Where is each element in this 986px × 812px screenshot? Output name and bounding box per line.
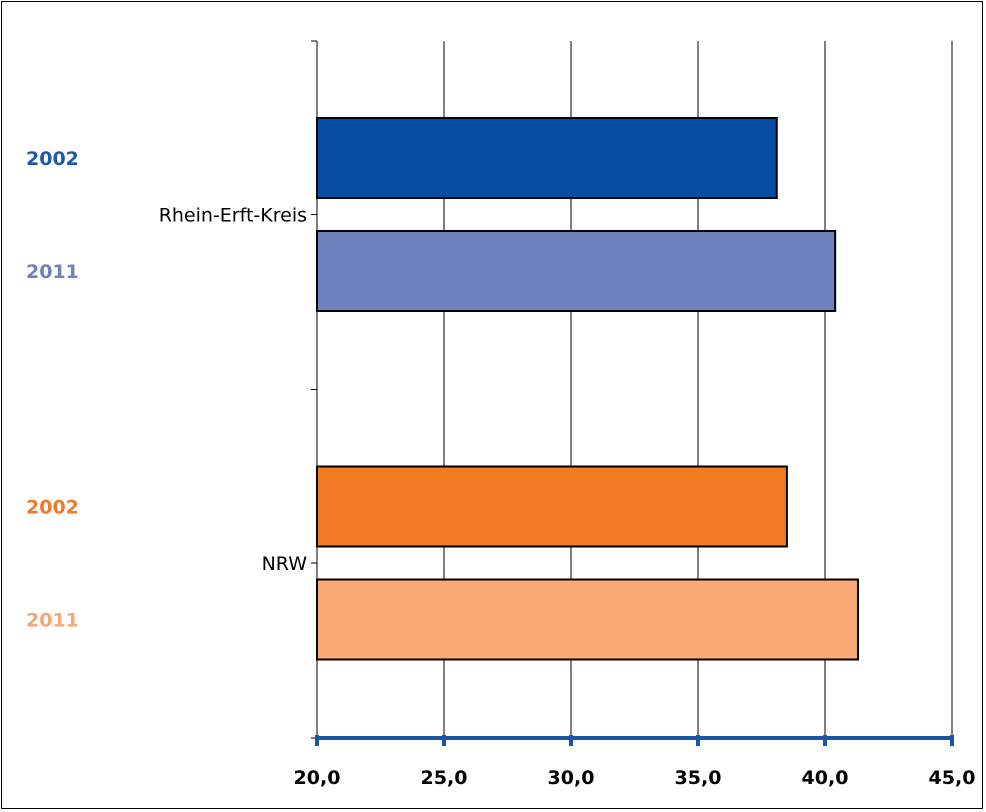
bar-year-label: 2002 bbox=[26, 497, 79, 519]
x-tick-label: 30,0 bbox=[548, 767, 595, 789]
bar-year-label: 2011 bbox=[26, 261, 79, 283]
bar-year-label: 2002 bbox=[26, 148, 79, 170]
category-label: Rhein-Erft-Kreis bbox=[159, 205, 307, 227]
x-tick-label: 25,0 bbox=[421, 767, 468, 789]
bar-nrw-2011 bbox=[316, 578, 860, 661]
labels: 2002 2011 Rhein-Erft-Kreis 2002 2011 NRW 20,0 2… bbox=[26, 148, 975, 789]
bars bbox=[316, 117, 860, 661]
bar-rhein-erft-kreis-2002 bbox=[316, 117, 778, 199]
bar-year-label: 2011 bbox=[26, 610, 79, 632]
category-label: NRW bbox=[262, 553, 308, 575]
x-tick-label: 40,0 bbox=[802, 767, 849, 789]
x-tick-label: 45,0 bbox=[929, 767, 976, 789]
bar-rhein-erft-kreis-2011 bbox=[316, 230, 837, 312]
x-tick-label: 35,0 bbox=[675, 767, 722, 789]
x-tick-label: 20,0 bbox=[294, 767, 341, 789]
axes bbox=[311, 40, 954, 746]
bar-nrw-2002 bbox=[316, 465, 788, 548]
